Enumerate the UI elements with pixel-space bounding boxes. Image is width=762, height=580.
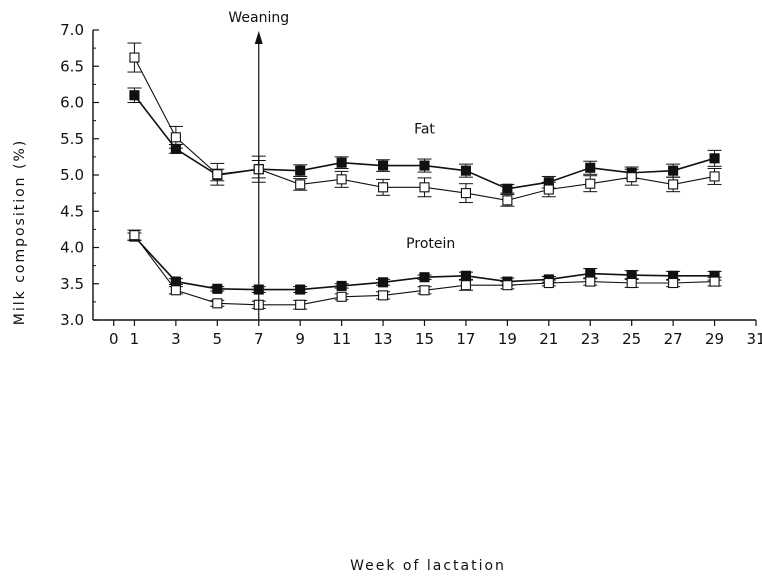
protein-open-marker: [336, 291, 347, 302]
fat-filled-marker: [502, 183, 513, 194]
y-tick-label: 5.5: [60, 130, 84, 148]
x-tick-label: 27: [664, 330, 683, 348]
weaning-arrow-head: [254, 31, 263, 44]
protein-open-marker: [543, 277, 554, 289]
x-tick-label: 3: [171, 330, 181, 348]
fat-filled-marker: [668, 165, 679, 176]
protein-filled-marker: [170, 276, 181, 287]
protein-open-marker: [212, 298, 223, 309]
y-tick-label: 4.0: [60, 239, 84, 257]
protein-open-marker: [295, 299, 306, 310]
protein-open-marker: [585, 276, 596, 287]
x-tick-label: 1: [130, 330, 140, 348]
x-tick-label: 0: [109, 330, 119, 348]
series-markers: [129, 52, 720, 310]
x-tick-label: 9: [295, 330, 305, 348]
y-tick-label: 4.5: [60, 202, 84, 220]
fat-open-marker: [709, 171, 720, 182]
ticks: 3.03.54.04.55.05.56.06.57.00 1 3 5 7 9 11 13 15 1…: [60, 21, 762, 348]
y-tick-label: 3.5: [60, 275, 84, 293]
protein-filled-marker: [378, 277, 389, 288]
fat-filled-marker: [170, 143, 181, 154]
y-axis-title: Milk composition (%): [12, 139, 28, 325]
x-tick-label: 15: [415, 330, 434, 348]
protein-open-marker: [129, 230, 140, 241]
protein-filled-marker: [460, 270, 471, 281]
protein-filled-marker: [336, 280, 347, 291]
x-tick-label: 31: [746, 330, 762, 348]
fat-filled-marker: [460, 165, 471, 176]
fat-open-marker: [170, 132, 181, 143]
x-tick-label: 21: [539, 330, 558, 348]
y-tick-label: 7.0: [60, 21, 84, 39]
fat-filled-marker: [129, 90, 140, 101]
x-tick-label: 11: [332, 330, 351, 348]
protein-filled-marker: [295, 284, 306, 295]
protein-open-marker: [378, 290, 389, 301]
fat-open-marker: [212, 169, 223, 180]
y-tick-label: 5.0: [60, 166, 84, 184]
x-axis-title: Week of lactation: [350, 558, 506, 574]
x-tick-label: 5: [213, 330, 223, 348]
x-tick-label: 19: [498, 330, 517, 348]
fat-filled-marker: [585, 162, 596, 173]
fat-filled-marker: [378, 160, 389, 171]
fat-open-marker: [295, 179, 306, 190]
protein-open-marker: [170, 285, 181, 296]
fat-open-marker: [460, 188, 471, 199]
fat-filled-marker: [709, 153, 720, 164]
fat-filled-marker: [419, 160, 430, 171]
protein-open-marker: [419, 285, 430, 296]
y-tick-label: 3.0: [60, 311, 84, 329]
fat-filled-marker: [336, 157, 347, 168]
protein-open-marker: [709, 276, 720, 287]
fat-open-marker: [378, 182, 389, 193]
x-tick-label: 17: [456, 330, 475, 348]
fat-open-marker: [129, 52, 140, 63]
x-tick-label: 29: [705, 330, 724, 348]
fat-label: Fat: [414, 122, 435, 138]
protein-open-marker: [460, 280, 471, 291]
x-tick-label: 7: [254, 330, 264, 348]
protein-open-marker: [626, 277, 637, 289]
x-tick-label: 25: [622, 330, 641, 348]
fat-open-marker: [543, 184, 554, 195]
protein-label: Protein: [406, 236, 455, 252]
y-tick-label: 6.0: [60, 94, 84, 112]
protein-open-marker: [502, 280, 513, 291]
y-tick-label: 6.5: [60, 57, 84, 75]
fat-open-marker: [336, 174, 347, 185]
fat-open-marker: [626, 172, 637, 183]
fat-filled-marker: [295, 165, 306, 176]
weaning-label: Weaning: [228, 10, 289, 26]
fat-open-marker: [502, 195, 513, 206]
protein-filled-marker: [419, 272, 430, 283]
x-tick-label: 13: [374, 330, 393, 348]
annotations: Weaning Fat Protein: [228, 10, 455, 320]
fat-open-marker: [419, 182, 430, 193]
fat-open-marker: [668, 179, 679, 190]
protein-open-marker: [668, 277, 679, 289]
protein-filled-marker: [212, 283, 223, 294]
x-tick-label: 23: [581, 330, 600, 348]
fat-open-marker: [585, 178, 596, 189]
